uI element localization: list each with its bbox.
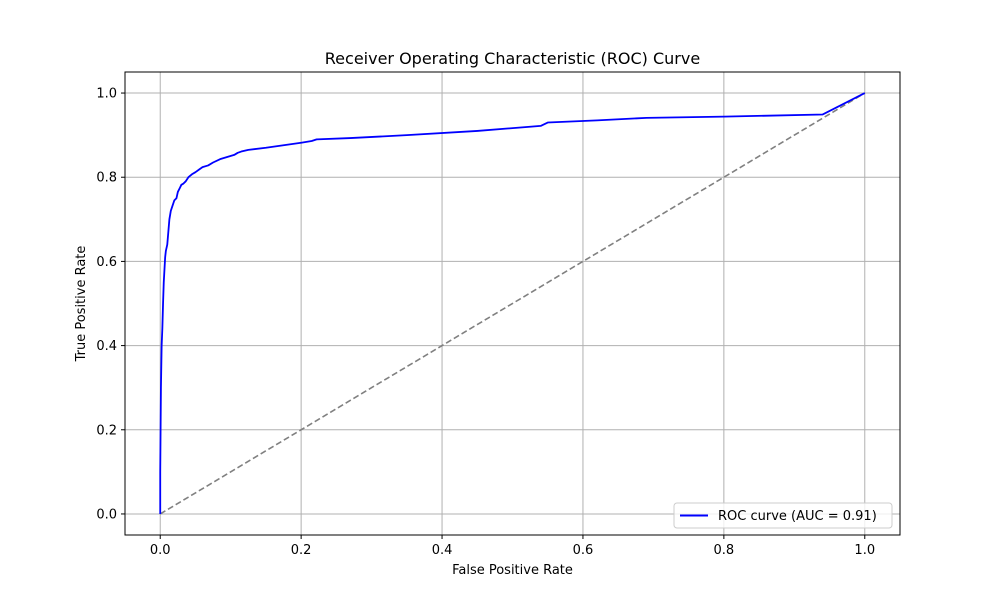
y-tick-label: 0.0 (96, 507, 117, 522)
legend: ROC curve (AUC = 0.91) (674, 503, 892, 528)
y-tick-label: 0.8 (96, 171, 117, 186)
y-axis-label: True Positive Rate (74, 246, 89, 363)
y-tick-label: 0.6 (96, 255, 117, 270)
legend-entry-label: ROC curve (AUC = 0.91) (718, 509, 877, 524)
x-tick-label: 1.0 (854, 543, 875, 558)
x-tick-label: 0.2 (291, 543, 312, 558)
chart-title: Receiver Operating Characteristic (ROC) … (325, 49, 700, 68)
y-tick-label: 1.0 (96, 87, 117, 102)
x-tick-label: 0.4 (432, 543, 453, 558)
y-tick-label: 0.2 (96, 423, 117, 438)
x-tick-label: 0.0 (150, 543, 171, 558)
x-axis-label: False Positive Rate (452, 563, 573, 578)
x-tick-label: 0.8 (714, 543, 735, 558)
y-tick-label: 0.4 (96, 339, 117, 354)
x-tick-label: 0.6 (573, 543, 594, 558)
